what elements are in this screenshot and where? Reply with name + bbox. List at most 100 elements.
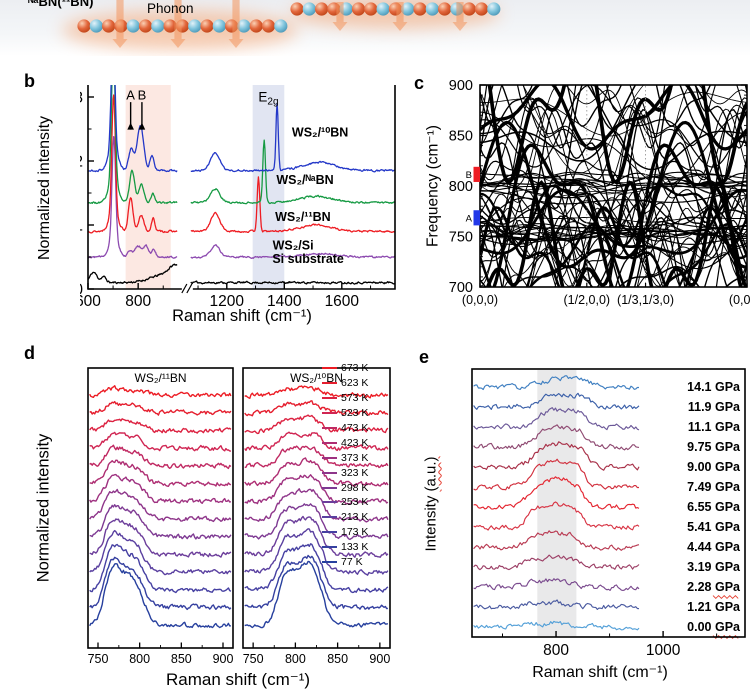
legend-label: 523 K — [341, 407, 369, 420]
panel-d-ylabel: Normalized intensity — [34, 433, 53, 583]
svg-text:850: 850 — [171, 652, 192, 666]
legend-item: 173 K — [322, 525, 412, 540]
svg-text:1400: 1400 — [267, 293, 302, 310]
svg-text:Si substrate: Si substrate — [272, 252, 344, 266]
legend-item: 253 K — [322, 495, 412, 510]
svg-text:1000: 1000 — [646, 642, 681, 659]
svg-text:5.41 GPa: 5.41 GPa — [687, 520, 741, 534]
svg-text:800: 800 — [125, 293, 151, 310]
svg-text:600: 600 — [80, 293, 101, 310]
svg-text:WS₂/ᴺᵃBN: WS₂/ᴺᵃBN — [276, 173, 333, 187]
svg-text:7.49 GPa: 7.49 GPa — [687, 480, 741, 494]
legend-item: 298 K — [322, 480, 412, 495]
svg-text:750: 750 — [243, 652, 264, 666]
svg-text:900: 900 — [213, 652, 234, 666]
svg-text:WS₂/¹¹BN: WS₂/¹¹BN — [135, 371, 187, 385]
svg-text:9.75 GPa: 9.75 GPa — [687, 440, 741, 454]
legend-line-swatch — [322, 427, 337, 429]
temperature-legend: 673 K 623 K 573 K 523 K 473 K 423 K 373 K 323 K… — [322, 361, 412, 569]
panel-e-ylabel-au: (a.u.) — [422, 456, 440, 492]
svg-text:800: 800 — [543, 642, 569, 659]
svg-text:2.28 GPa: 2.28 GPa — [687, 580, 741, 594]
svg-text:(0,0,0): (0,0,0) — [462, 293, 498, 307]
svg-text:4.44 GPa: 4.44 GPa — [687, 540, 741, 554]
legend-line-swatch — [322, 412, 337, 415]
legend-item: 323 K — [322, 465, 412, 480]
svg-text:900: 900 — [369, 652, 390, 666]
legend-label: 573 K — [341, 392, 369, 405]
legend-item: 673 K — [322, 361, 412, 376]
svg-text:6.55 GPa: 6.55 GPa — [687, 500, 741, 514]
svg-text:850: 850 — [327, 652, 348, 666]
legend-item: 523 K — [322, 406, 412, 421]
svg-text:B: B — [138, 88, 147, 103]
svg-text:0.00 GPa: 0.00 GPa — [687, 620, 741, 634]
svg-text:1: 1 — [80, 218, 83, 235]
svg-text:750: 750 — [449, 230, 473, 246]
panel-letter-c: c — [414, 73, 425, 93]
panel-letter-e: e — [419, 347, 430, 367]
panel-letter-b: b — [24, 71, 35, 91]
legend-line-swatch — [322, 397, 337, 400]
legend-label: 623 K — [341, 377, 369, 390]
legend-label: 673 K — [341, 362, 369, 375]
svg-text:800: 800 — [449, 179, 473, 195]
legend-item: 423 K — [322, 435, 412, 450]
svg-text:850: 850 — [449, 129, 473, 145]
legend-item: 133 K — [322, 540, 412, 555]
legend-line-swatch — [322, 471, 337, 474]
legend-item: 373 K — [322, 450, 412, 465]
temperature-raman-plot: WS₂/¹¹BN 750 800 850 900 WS₂/¹⁰BN 750 800 850 900 — [87, 367, 391, 666]
panel-e-ylabel: Intensity (a.u.) — [423, 456, 440, 551]
svg-text:1600: 1600 — [325, 293, 360, 310]
svg-text:800: 800 — [285, 652, 306, 666]
panel-letter-d: d — [24, 343, 35, 363]
svg-text:(0,0,0): (0,0,0) — [729, 293, 750, 307]
svg-text:WS₂/Si: WS₂/Si — [273, 238, 314, 252]
panel-b-xlabel: Raman shift (cm⁻¹) — [172, 307, 312, 325]
legend-line-swatch — [322, 441, 337, 444]
svg-text:11.1 GPa: 11.1 GPa — [688, 420, 741, 434]
legend-label: 253 K — [341, 496, 369, 509]
svg-text:1200: 1200 — [210, 293, 245, 310]
legend-label: 173 K — [341, 526, 369, 539]
svg-text:11.9 GPa: 11.9 GPa — [688, 400, 741, 414]
legend-item: 623 K — [322, 376, 412, 391]
svg-text:(1/3,1/3,0): (1/3,1/3,0) — [617, 293, 674, 307]
svg-text:E2g: E2g — [258, 90, 278, 108]
legend-line-swatch — [322, 382, 337, 385]
panel-e-ylabel-text: Intensity — [422, 491, 440, 552]
svg-text:750: 750 — [88, 652, 109, 666]
panel-b-ylabel: Normalized intensity — [36, 115, 53, 261]
legend-label: 323 K — [341, 466, 369, 479]
legend-label: 473 K — [341, 422, 369, 434]
svg-text:A: A — [466, 213, 473, 224]
svg-text:WS₂/¹¹BN: WS₂/¹¹BN — [275, 210, 331, 224]
legend-line-swatch — [322, 367, 337, 370]
svg-text:A: A — [126, 88, 135, 103]
legend-line-swatch — [322, 486, 337, 489]
legend-label: 77 K — [341, 556, 363, 569]
legend-label: 133 K — [341, 541, 369, 554]
atom-chain-drawing — [62, 0, 501, 50]
svg-text:2: 2 — [80, 154, 83, 171]
legend-line-swatch — [322, 501, 337, 504]
legend-line-swatch — [322, 456, 337, 459]
legend-item: 213 K — [322, 510, 412, 525]
svg-text:WS₂/¹⁰BN: WS₂/¹⁰BN — [292, 126, 348, 140]
svg-text:700: 700 — [449, 280, 473, 296]
legend-line-swatch — [322, 531, 337, 534]
legend-item: 77 K — [322, 555, 412, 570]
isotope-label: ᴺᵃBN(¹¹BN) — [28, 0, 94, 9]
svg-text:9.00 GPa: 9.00 GPa — [687, 460, 741, 474]
svg-text:900: 900 — [449, 78, 473, 94]
legend-line-swatch — [322, 561, 337, 564]
svg-text:1.21 GPa: 1.21 GPa — [687, 600, 741, 614]
legend-label: 423 K — [341, 436, 369, 449]
svg-text:0: 0 — [80, 282, 83, 299]
legend-label: 298 K — [341, 481, 369, 494]
legend-label: 373 K — [341, 451, 369, 464]
phonon-label: Phonon — [147, 1, 194, 16]
raman-spectra-plot: 0123600800120014001600ABE2gSi substrateW… — [80, 85, 396, 310]
